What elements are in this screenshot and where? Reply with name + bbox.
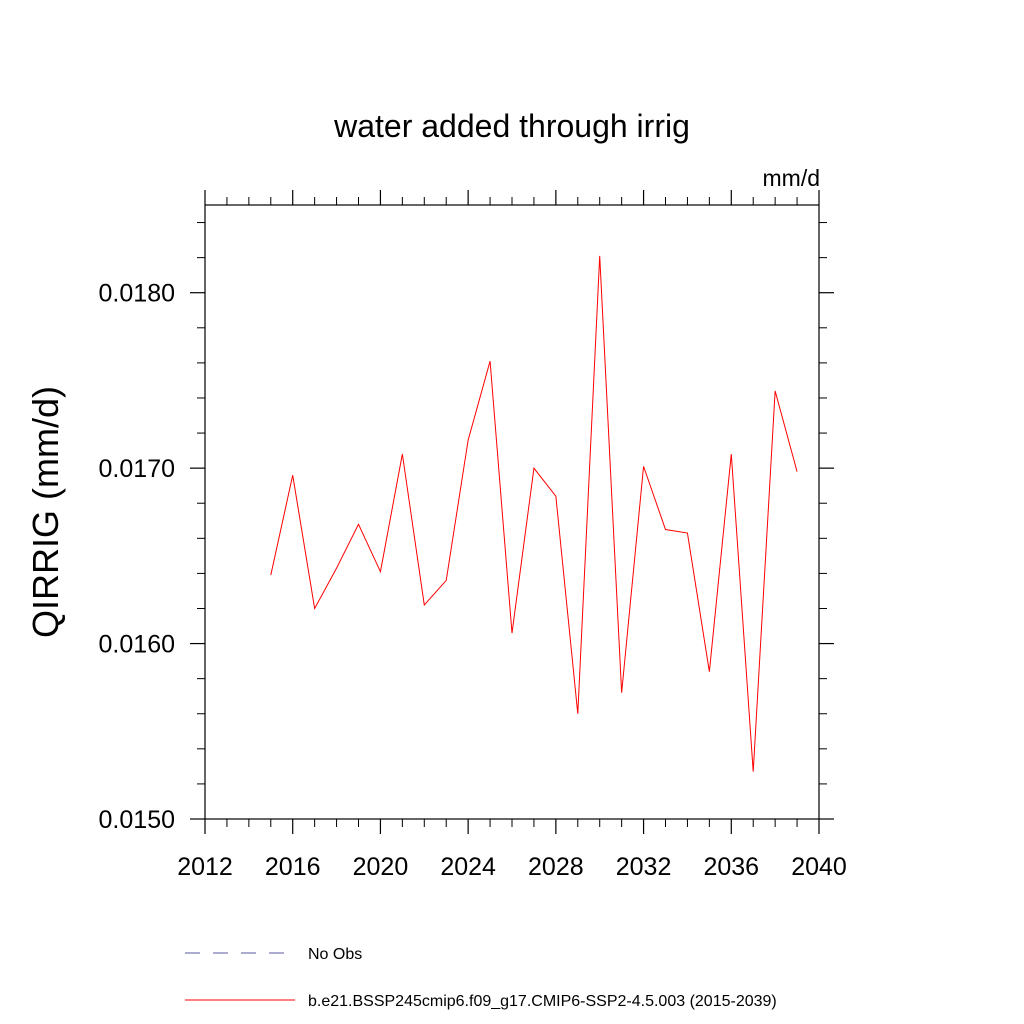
units-label: mm/d (763, 165, 821, 191)
series-layer (270, 255, 798, 772)
y-tick-label: 0.0180 (99, 280, 175, 308)
y-tick-label: 0.0150 (99, 806, 175, 834)
x-tick-label: 2020 (353, 853, 409, 881)
series-line (270, 255, 798, 772)
x-tick-label: 2036 (703, 853, 759, 881)
legend-label-no-obs: No Obs (308, 946, 362, 963)
x-tick-label: 2012 (177, 853, 233, 881)
y-tick-labels: 0.0150 0.0160 0.0170 0.0180 (99, 280, 175, 834)
x-tick-labels: 2012 2016 2020 2024 2028 2032 2036 2040 (177, 853, 847, 881)
major-ticks (190, 190, 834, 834)
y-tick-label: 0.0170 (99, 455, 175, 483)
legend: No Obs b.e21.BSSP245cmip6.f09_g17.CMIP6-… (185, 946, 777, 1010)
x-tick-label: 2016 (265, 853, 321, 881)
plot-frame (204, 204, 820, 820)
y-tick-label: 0.0160 (99, 631, 175, 659)
chart-title: water added through irrig (333, 108, 690, 144)
y-axis-label: QIRRIG (mm/d) (25, 386, 66, 638)
x-tick-label: 2032 (616, 853, 672, 881)
x-tick-label: 2040 (791, 853, 847, 881)
x-tick-label: 2024 (440, 853, 496, 881)
minor-ticks (197, 197, 827, 827)
x-tick-label: 2028 (528, 853, 584, 881)
legend-label-model-run: b.e21.BSSP245cmip6.f09_g17.CMIP6-SSP2-4.… (308, 993, 777, 1010)
